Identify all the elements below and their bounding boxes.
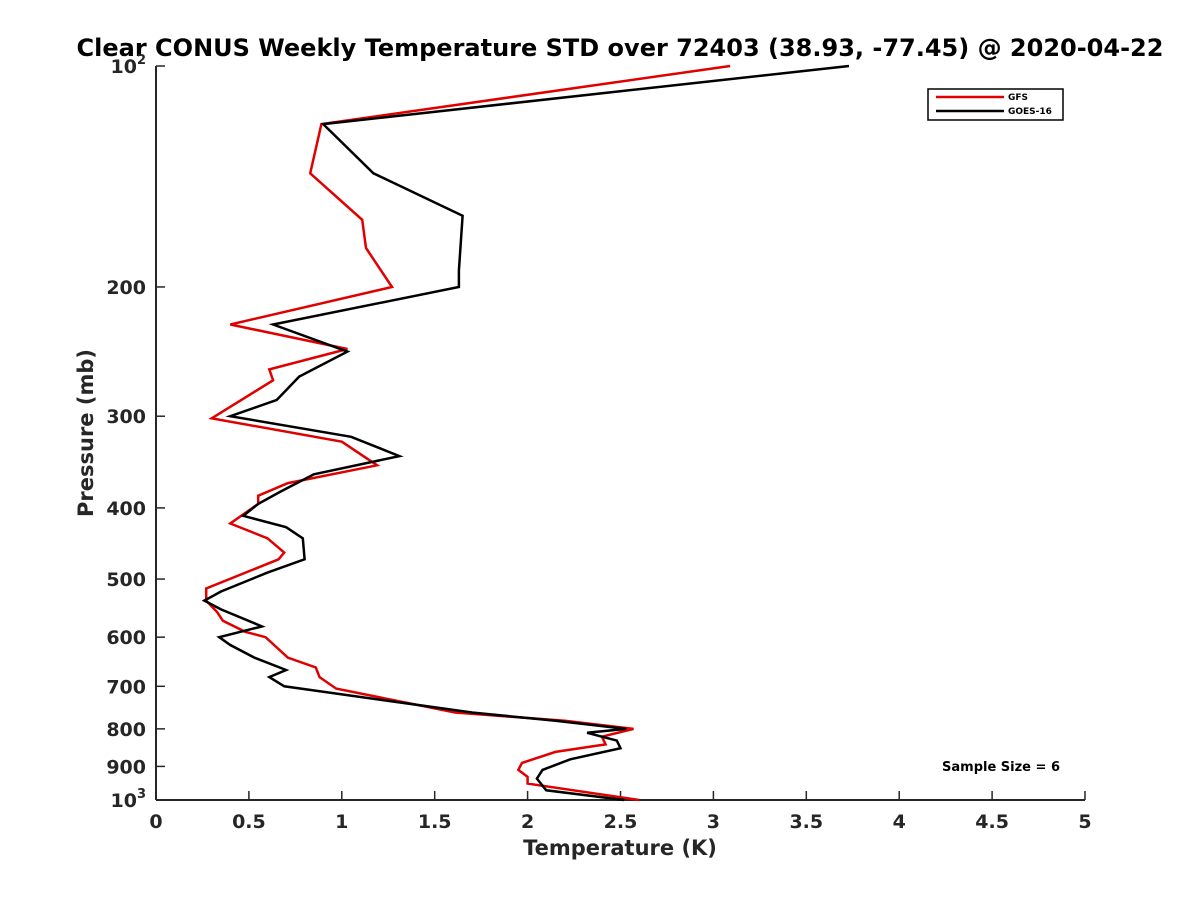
y-tick-label: 800 (106, 719, 146, 741)
y-tick-label: 700 (106, 676, 146, 698)
y-tick-label: 103 (111, 787, 147, 812)
legend-box (927, 88, 1064, 121)
x-tick-label: 2.5 (604, 811, 638, 833)
legend-label-gfs: GFS (1008, 93, 1028, 103)
x-tick-label: 4 (893, 811, 906, 833)
x-tick-label: 1.5 (418, 811, 452, 833)
x-tick-label: 5 (1078, 811, 1091, 833)
x-tick-label: 3.5 (789, 811, 823, 833)
legend-label-goes16: GOES-16 (1008, 107, 1052, 117)
x-tick-label: 2 (521, 811, 534, 833)
y-tick-label: 200 (106, 277, 146, 299)
y-tick-label: 102 (111, 53, 147, 78)
series-line-goes16 (201, 64, 850, 802)
x-axis-label: Temperature (K) (523, 836, 717, 860)
y-tick-label: 600 (106, 627, 146, 649)
x-tick-label: 3 (707, 811, 720, 833)
y-tick-label: 400 (106, 498, 146, 520)
x-tick-label: 0 (149, 811, 162, 833)
x-tick-label: 1 (335, 811, 348, 833)
y-tick-label: 500 (106, 569, 146, 591)
y-axis-ticks: 102 200 300 400 500 600 700 800 900 103 (106, 53, 165, 812)
chart-title: Clear CONUS Weekly Temperature STD over … (77, 34, 1164, 62)
x-tick-label: 4.5 (975, 811, 1009, 833)
x-tick-label: 0.5 (232, 811, 266, 833)
legend: GFS GOES-16 (927, 88, 1064, 121)
y-tick-label: 300 (106, 406, 146, 428)
series-line-gfs (204, 64, 731, 802)
x-axis-ticks: 0 0.5 1 1.5 2 2.5 3 3.5 4 4.5 5 (149, 791, 1092, 833)
y-axis-label: Pressure (mb) (74, 349, 98, 517)
sample-size-annotation: Sample Size = 6 (942, 760, 1060, 775)
y-tick-label: 900 (106, 756, 146, 778)
series-lines (201, 64, 850, 802)
